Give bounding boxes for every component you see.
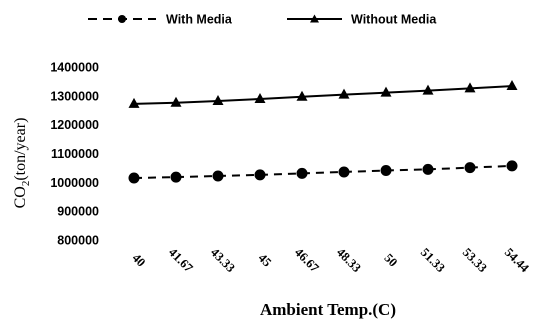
data-point-with-media xyxy=(464,162,476,174)
data-point-with-media xyxy=(338,166,350,178)
x-tick-label: 43.33 xyxy=(208,245,238,275)
data-point-without-media xyxy=(296,90,308,101)
x-tick-label: 41.67 xyxy=(166,245,196,275)
x-tick-label: 45 xyxy=(255,251,274,270)
y-axis-label-rest: (ton/year) xyxy=(12,118,29,181)
legend-without-media: Without Media xyxy=(287,13,437,27)
x-tick-label: 46.67 xyxy=(292,245,322,275)
data-point-without-media xyxy=(338,88,350,99)
y-axis-label-subscript: 2 xyxy=(20,181,32,187)
x-axis-ticks: 40 41.67 43.33 45 46.67 48.33 50 51.33 53.33 54.4… xyxy=(129,245,532,275)
legend-with-media: With Media xyxy=(88,13,233,27)
series-lines xyxy=(133,85,513,180)
y-axis-label: CO2(ton/year) xyxy=(12,118,32,209)
data-point-with-media xyxy=(296,167,308,179)
data-point-without-media xyxy=(254,93,266,104)
y-tick-label: 1000000 xyxy=(50,176,99,190)
series-line-without-media xyxy=(133,85,513,105)
data-point-without-media xyxy=(128,97,140,108)
y-tick-label: 1100000 xyxy=(51,147,99,161)
data-point-with-media xyxy=(212,170,224,182)
data-point-without-media xyxy=(506,80,518,91)
y-tick-label: 900000 xyxy=(57,205,99,219)
x-tick-label: 51.33 xyxy=(418,245,448,275)
x-tick-label: 50 xyxy=(381,251,400,270)
y-tick-label: 1200000 xyxy=(50,118,99,132)
data-point-with-media xyxy=(128,172,140,184)
data-point-without-media xyxy=(380,86,392,97)
y-tick-label: 800000 xyxy=(57,234,99,248)
data-point-with-media xyxy=(506,160,518,172)
x-tick-label: 40 xyxy=(129,251,148,270)
legend-without-media-marker xyxy=(310,14,319,23)
series-markers xyxy=(128,80,518,184)
y-tick-label: 1300000 xyxy=(50,89,99,103)
data-point-with-media xyxy=(254,169,266,181)
legend-with-media-marker xyxy=(118,15,126,23)
y-axis-ticks: 1400000 1300000 1200000 1100000 1000000 90000… xyxy=(50,61,99,248)
x-tick-label: 53.33 xyxy=(460,245,490,275)
legend: With Media Without Media xyxy=(88,13,437,27)
legend-without-media-label: Without Media xyxy=(351,13,437,27)
data-point-without-media xyxy=(422,84,434,95)
x-axis-label: Ambient Temp.(C) xyxy=(260,300,396,319)
y-tick-label: 1400000 xyxy=(50,61,99,75)
y-axis-label-main: CO xyxy=(12,186,29,208)
data-point-without-media xyxy=(170,96,182,107)
series-line-with-media xyxy=(133,164,513,180)
data-point-with-media xyxy=(380,165,392,177)
data-point-with-media xyxy=(170,171,182,183)
data-point-without-media xyxy=(464,82,476,93)
x-tick-label: 54.44 xyxy=(502,245,532,275)
data-point-without-media xyxy=(212,95,224,106)
x-tick-label: 48.33 xyxy=(334,245,364,275)
data-point-with-media xyxy=(422,163,434,175)
legend-with-media-label: With Media xyxy=(166,13,233,27)
